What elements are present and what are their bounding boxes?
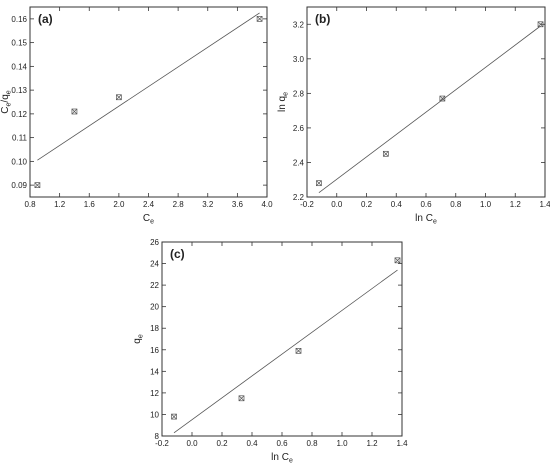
label-main: ln q xyxy=(277,96,288,112)
x-tick-label: 2.0 xyxy=(113,200,125,209)
y-tick-label: 2.4 xyxy=(293,158,305,167)
y-tick-label: 2.2 xyxy=(293,193,305,202)
y-tick-label: 0.15 xyxy=(11,39,27,48)
fit-line xyxy=(318,25,541,194)
data-point xyxy=(256,16,263,22)
y-axis-title: Ce/qe xyxy=(0,90,13,113)
panel-label: (b) xyxy=(315,12,330,26)
y-tick-label: 20 xyxy=(150,303,159,312)
plot-frame xyxy=(29,6,268,198)
x-tick-label: 1.0 xyxy=(336,439,348,448)
y-tick-label: 0.12 xyxy=(11,110,27,119)
label-subscript: e xyxy=(6,90,13,94)
y-tick-label: 0.16 xyxy=(11,15,27,24)
data-point xyxy=(238,395,245,402)
data-point xyxy=(71,108,78,115)
label-main: ln C xyxy=(271,452,289,463)
y-tick-label: 0.11 xyxy=(12,134,28,143)
y-tick-label: 22 xyxy=(150,281,159,290)
x-tick-label: 4.0 xyxy=(261,200,273,209)
x-tick-label: 0.8 xyxy=(450,200,462,209)
y-tick-label: 14 xyxy=(150,367,159,376)
y-tick-label: 3.0 xyxy=(293,55,305,64)
y-tick-label: 0.14 xyxy=(11,62,27,71)
x-tick-label: 1.0 xyxy=(480,200,492,209)
data-point xyxy=(116,94,122,101)
y-tick-label: 18 xyxy=(150,324,159,333)
plot-frame xyxy=(306,6,546,198)
x-tick-label: 2.4 xyxy=(143,200,155,209)
x-tick-label: 0.4 xyxy=(391,200,403,209)
plot-frame xyxy=(161,241,403,437)
x-axis-title: ln Ce xyxy=(271,452,293,465)
data-point xyxy=(382,150,389,157)
y-axis-title: ln qe xyxy=(277,92,290,112)
x-axis-title: ln Ce xyxy=(415,213,437,226)
data-point xyxy=(439,95,446,102)
y-tick-label: 12 xyxy=(150,389,159,398)
data-point xyxy=(34,182,41,188)
x-tick-label: 0.0 xyxy=(186,439,198,448)
x-tick-label: 0.2 xyxy=(361,200,373,209)
label-main: /q xyxy=(0,94,11,102)
y-tick-label: 8 xyxy=(155,432,160,441)
y-tick-label: 3.2 xyxy=(293,20,305,29)
x-tick-label: 0.6 xyxy=(276,439,288,448)
label-subscript: e xyxy=(433,219,437,226)
label-subscript: e xyxy=(289,458,293,465)
label-main: C xyxy=(0,106,11,113)
data-point xyxy=(316,180,322,187)
data-point xyxy=(171,413,177,420)
y-tick-label: 10 xyxy=(150,410,159,419)
label-subscript: e xyxy=(283,92,290,96)
panel-label: (a) xyxy=(38,12,53,26)
y-tick-label: 16 xyxy=(150,346,159,355)
x-tick-label: 0.6 xyxy=(420,200,432,209)
data-point xyxy=(295,348,302,354)
x-tick-label: 0.8 xyxy=(24,200,36,209)
x-tick-label: 1.2 xyxy=(54,200,66,209)
y-tick-label: 0.13 xyxy=(11,86,27,95)
x-tick-label: -0.2 xyxy=(300,200,314,209)
x-tick-label: 1.2 xyxy=(366,439,378,448)
data-point xyxy=(394,257,401,264)
y-tick-label: 2.8 xyxy=(293,89,305,98)
label-subscript: e xyxy=(150,219,154,226)
x-axis-title: Ce xyxy=(143,213,154,226)
fit-line xyxy=(173,269,398,434)
y-tick-label: 24 xyxy=(150,260,159,269)
x-tick-label: 0.8 xyxy=(306,439,318,448)
x-tick-label: 3.6 xyxy=(232,200,244,209)
chart-panel-b: -0.2 0.0 0.2 0.4 0.6 0.8 1.0 1.2 1.4 2.2 2.4 2.6 2.8… xyxy=(277,6,550,226)
data-point xyxy=(537,21,544,28)
x-tick-label: 0.4 xyxy=(246,439,258,448)
y-tick-label: 0.10 xyxy=(11,157,27,166)
label-main: q xyxy=(132,338,143,344)
x-tick-label: 0.2 xyxy=(216,439,228,448)
label-subscript: e xyxy=(6,102,13,106)
y-tick-label: 2.6 xyxy=(293,124,305,133)
x-tick-label: 2.8 xyxy=(173,200,185,209)
label-main: ln C xyxy=(415,213,433,224)
label-main: C xyxy=(143,213,150,224)
x-tick-label: 1.4 xyxy=(396,439,408,448)
y-axis-title: qe xyxy=(132,334,145,344)
x-tick-label: -0.2 xyxy=(155,439,169,448)
x-tick-label: 0.0 xyxy=(331,200,343,209)
x-tick-label: 1.4 xyxy=(539,200,550,209)
panel-label: (c) xyxy=(170,247,185,261)
y-tick-label: 26 xyxy=(150,238,159,247)
x-tick-label: 3.2 xyxy=(202,200,214,209)
chart-panel-a: 0.8 1.2 1.6 2.0 2.4 2.8 3.2 3.6 4.0 0.09 0.10 0.11 0… xyxy=(0,6,273,226)
fit-line xyxy=(37,12,260,161)
chart-panel-c: -0.2 0.0 0.2 0.4 0.6 0.8 1.0 1.2 1.4 8 10 12 14 16 18 2… xyxy=(132,238,408,465)
label-subscript: e xyxy=(138,334,145,338)
x-tick-label: 1.6 xyxy=(84,200,96,209)
y-tick-label: 0.09 xyxy=(11,181,27,190)
x-tick-label: 1.2 xyxy=(510,200,522,209)
